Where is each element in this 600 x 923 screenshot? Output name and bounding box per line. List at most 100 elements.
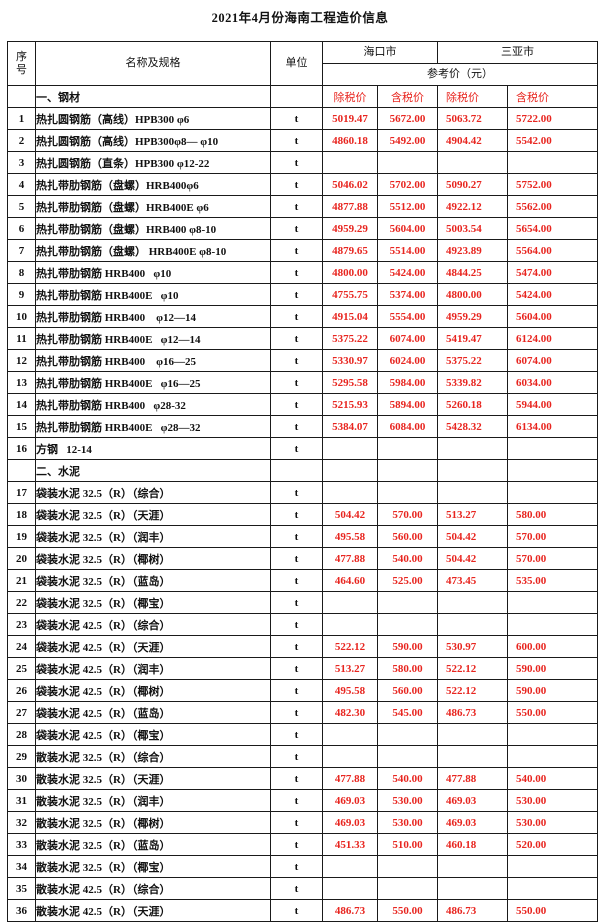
price-sanya-inctax: 540.00: [507, 767, 598, 790]
table-row: 15 热扎带肋钢筋 HRB400E φ28—32 t 5384.07 6084.00 54…: [7, 415, 598, 438]
price-haikou-inctax: 5894.00: [377, 393, 438, 416]
row-number: 36: [7, 899, 36, 922]
item-name: 热扎带肋钢筋 HRB400 φ10: [35, 261, 271, 284]
price-haikou-extax: 4860.18: [322, 129, 378, 152]
row-number: 22: [7, 591, 36, 614]
table-row: 5 热扎带肋钢筋（盘螺）HRB400E φ6 t 4877.88 5512.00 4922…: [7, 195, 598, 218]
price-sanya-inctax: 590.00: [507, 679, 598, 702]
column-header-reference-price: 参考价（元）: [322, 63, 598, 86]
price-haikou-inctax: 525.00: [377, 569, 438, 592]
table-row: 12 热扎带肋钢筋 HRB400 φ16—25 t 5330.97 6024.00 537…: [7, 349, 598, 372]
price-sanya-inctax: 5542.00: [507, 129, 598, 152]
table-row: 27 袋装水泥 42.5（R）（蓝岛） t 482.30 545.00 486.73 550…: [7, 701, 598, 724]
item-name: 袋装水泥 42.5（R）（椰宝）: [35, 723, 271, 746]
price-sanya-inctax: 5654.00: [507, 217, 598, 240]
item-unit: t: [270, 349, 323, 372]
price-sanya-extax: [437, 591, 508, 614]
price-haikou-inctax: 6084.00: [377, 415, 438, 438]
row-number: 20: [7, 547, 36, 570]
price-sanya-extax: [437, 151, 508, 174]
item-name: 袋装水泥 32.5（R）（椰树）: [35, 547, 271, 570]
item-unit: t: [270, 503, 323, 526]
table-row: 33 散装水泥 32.5（R）（蓝岛） t 451.33 510.00 460.18 520…: [7, 833, 598, 856]
column-header-city-haikou: 海口市: [322, 41, 438, 64]
price-haikou-inctax: 6074.00: [377, 327, 438, 350]
table-row: 35 散装水泥 42.5（R）（综合） t: [7, 877, 598, 900]
price-haikou-extax: [322, 877, 378, 900]
price-haikou-inctax: 5424.00: [377, 261, 438, 284]
price-column-header: [322, 459, 378, 482]
item-name: 袋装水泥 42.5（R）（综合）: [35, 613, 271, 636]
row-number: 13: [7, 371, 36, 394]
price-haikou-extax: 464.60: [322, 569, 378, 592]
table-row: 17 袋装水泥 32.5（R）（综合） t: [7, 481, 598, 504]
price-haikou-inctax: [377, 723, 438, 746]
row-number: 4: [7, 173, 36, 196]
price-sanya-inctax: 5424.00: [507, 283, 598, 306]
item-name: 袋装水泥 42.5（R）（椰树）: [35, 679, 271, 702]
price-sanya-extax: 530.97: [437, 635, 508, 658]
row-number: 14: [7, 393, 36, 416]
price-sanya-inctax: 570.00: [507, 547, 598, 570]
price-haikou-extax: 477.88: [322, 767, 378, 790]
section-empty-cell: [7, 85, 36, 108]
row-number: 1: [7, 107, 36, 130]
item-name: 热扎带肋钢筋（盘螺）HRB400E φ6: [35, 195, 271, 218]
price-sanya-extax: 477.88: [437, 767, 508, 790]
column-header-unit: 单位: [270, 41, 323, 86]
table-row: 2 热扎圆钢筋（高线）HPB300φ8— φ10 t 4860.18 5492.00 49…: [7, 129, 598, 152]
price-sanya-extax: 486.73: [437, 899, 508, 922]
price-haikou-inctax: 540.00: [377, 547, 438, 570]
item-unit: t: [270, 613, 323, 636]
row-number: 28: [7, 723, 36, 746]
table-row: 24 袋装水泥 42.5（R）（天涯） t 522.12 590.00 530.97 600…: [7, 635, 598, 658]
price-haikou-extax: 5215.93: [322, 393, 378, 416]
price-haikou-inctax: 560.00: [377, 525, 438, 548]
item-unit: t: [270, 789, 323, 812]
price-haikou-inctax: 5554.00: [377, 305, 438, 328]
item-unit: t: [270, 525, 323, 548]
row-number: 30: [7, 767, 36, 790]
price-haikou-extax: 4800.00: [322, 261, 378, 284]
table-row: 7 热扎带肋钢筋（盘螺） HRB400E φ8-10 t 4879.65 5514.00…: [7, 239, 598, 262]
price-haikou-extax: 5375.22: [322, 327, 378, 350]
price-sanya-extax: 4959.29: [437, 305, 508, 328]
section-empty-cell: [7, 459, 36, 482]
item-name: 袋装水泥 32.5（R）（润丰）: [35, 525, 271, 548]
item-unit: t: [270, 481, 323, 504]
section-title: 二、水泥: [35, 459, 271, 482]
price-sanya-extax: 5063.72: [437, 107, 508, 130]
item-unit: t: [270, 217, 323, 240]
price-sanya-extax: 4800.00: [437, 283, 508, 306]
item-unit: t: [270, 679, 323, 702]
table-row: 21 袋装水泥 32.5（R）（蓝岛） t 464.60 525.00 473.45 535…: [7, 569, 598, 592]
item-unit: t: [270, 261, 323, 284]
price-column-header: [377, 459, 438, 482]
price-sanya-inctax: 520.00: [507, 833, 598, 856]
price-haikou-inctax: [377, 437, 438, 460]
price-haikou-inctax: 5672.00: [377, 107, 438, 130]
item-name: 散装水泥 32.5（R）（蓝岛）: [35, 833, 271, 856]
price-sanya-extax: 4922.12: [437, 195, 508, 218]
price-haikou-extax: 4915.04: [322, 305, 378, 328]
price-sanya-inctax: 580.00: [507, 503, 598, 526]
price-sanya-inctax: 530.00: [507, 789, 598, 812]
row-number: 18: [7, 503, 36, 526]
price-sanya-extax: 460.18: [437, 833, 508, 856]
row-number: 3: [7, 151, 36, 174]
price-haikou-extax: [322, 151, 378, 174]
table-row: 25 袋装水泥 42.5（R）（润丰） t 513.27 580.00 522.12 590…: [7, 657, 598, 680]
table-row: 1 热扎圆钢筋（高线）HPB300 φ6 t 5019.47 5672.00 5063.7…: [7, 107, 598, 130]
item-name: 散装水泥 32.5（R）（综合）: [35, 745, 271, 768]
price-sanya-inctax: 535.00: [507, 569, 598, 592]
price-sanya-inctax: 6074.00: [507, 349, 598, 372]
price-sanya-extax: 5003.54: [437, 217, 508, 240]
row-number: 12: [7, 349, 36, 372]
table-row: 3 热扎圆钢筋（直条）HPB300 φ12-22 t: [7, 151, 598, 174]
price-haikou-inctax: 590.00: [377, 635, 438, 658]
item-name: 热扎带肋钢筋 HRB400E φ12—14: [35, 327, 271, 350]
section-title: 一、钢材: [35, 85, 271, 108]
item-unit: t: [270, 129, 323, 152]
price-sanya-inctax: [507, 591, 598, 614]
row-number: 33: [7, 833, 36, 856]
